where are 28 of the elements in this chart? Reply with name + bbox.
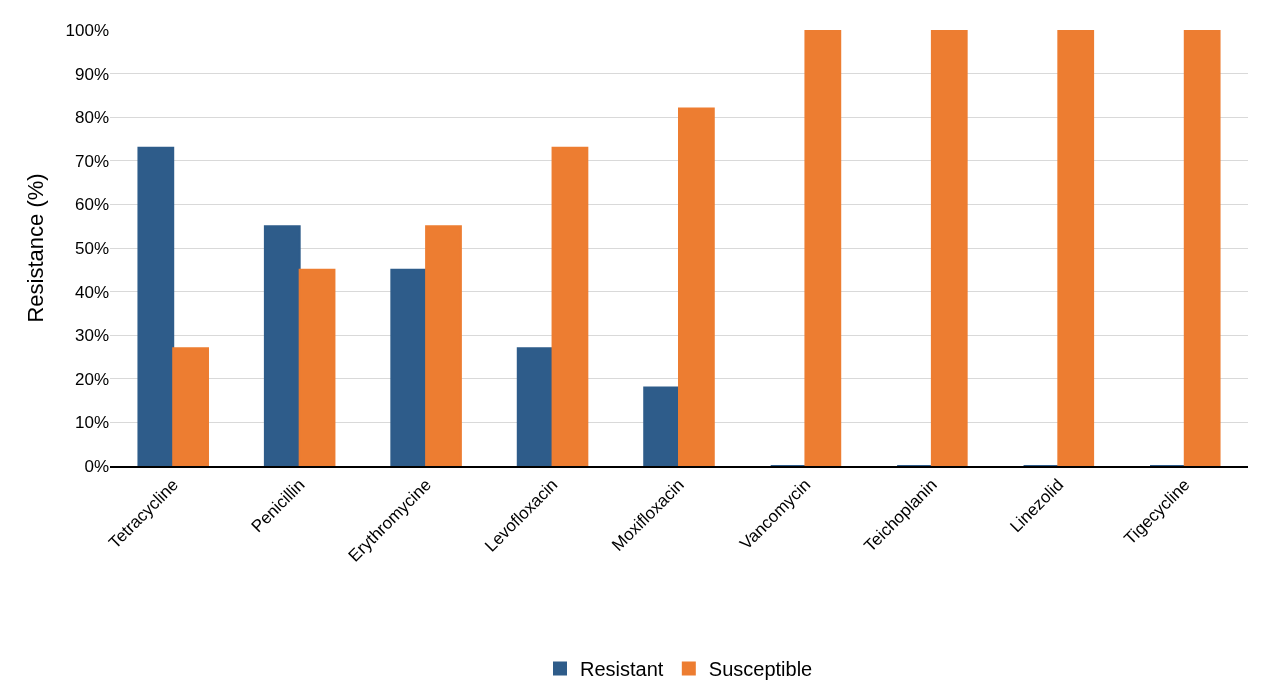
bar xyxy=(551,146,589,466)
y-tick-label: 100% xyxy=(65,20,109,40)
y-tick-label: 10% xyxy=(74,413,109,433)
bar xyxy=(137,146,175,466)
bar xyxy=(263,225,301,466)
bar xyxy=(516,347,554,466)
bar xyxy=(390,268,428,466)
legend-label: Susceptible xyxy=(708,658,813,681)
bar xyxy=(1183,30,1221,466)
bar xyxy=(172,347,209,466)
y-tick-label: 60% xyxy=(74,195,109,215)
y-tick-label: 40% xyxy=(74,282,109,302)
y-tick-label: 20% xyxy=(74,369,109,389)
bar xyxy=(643,386,680,466)
y-axis-title: Resistance (%) xyxy=(23,173,49,323)
y-tick-label: 80% xyxy=(74,108,109,128)
y-tick-label: 30% xyxy=(74,326,109,346)
bar xyxy=(930,30,968,466)
bar xyxy=(678,107,715,466)
y-tick-label: 0% xyxy=(84,456,109,476)
legend-label: Resistant xyxy=(580,658,664,681)
y-tick-label: 90% xyxy=(74,64,109,84)
y-tick-label: 70% xyxy=(74,151,109,171)
bar xyxy=(1057,30,1095,466)
bar xyxy=(298,268,336,466)
y-tick-label: 50% xyxy=(74,238,109,258)
bar xyxy=(804,30,842,466)
bar xyxy=(425,225,462,466)
